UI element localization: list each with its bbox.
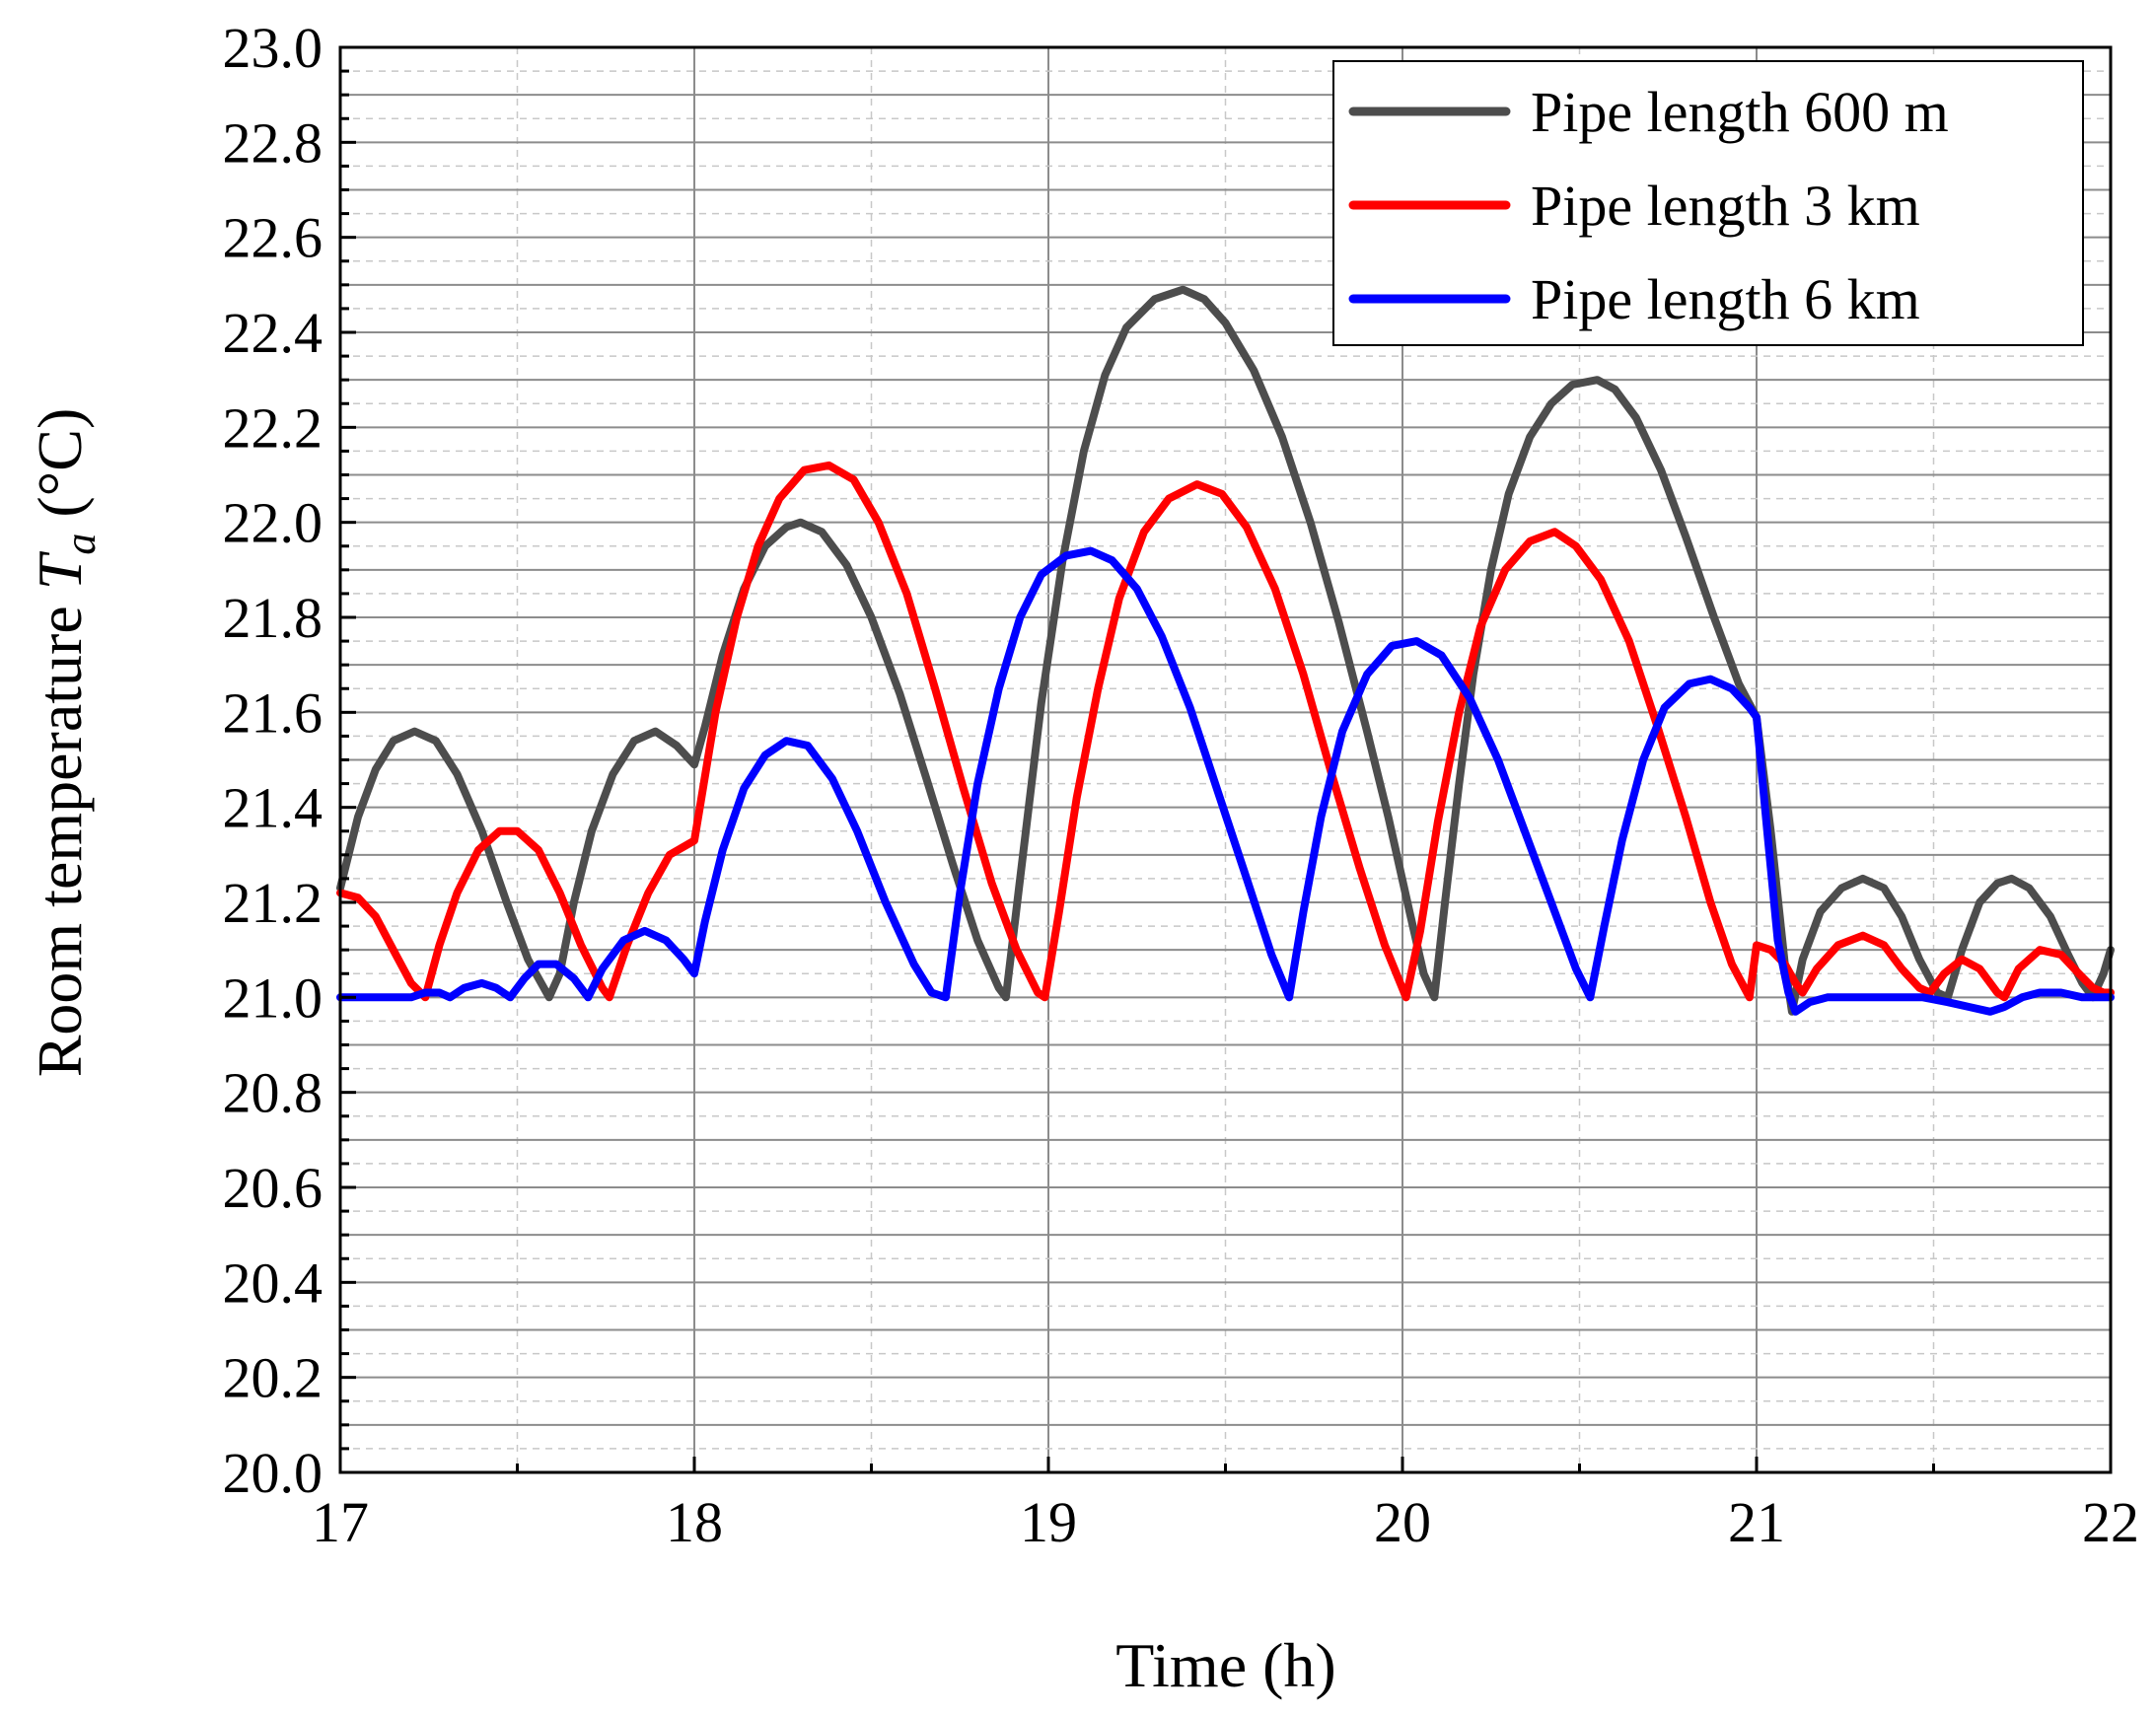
y-tick-label: 21.2	[223, 871, 323, 935]
y-tick-label: 22.8	[223, 110, 323, 175]
axis-ticks	[338, 45, 2113, 1474]
legend: Pipe length 600 m Pipe length 3 km Pipe …	[1332, 60, 2084, 346]
legend-label-6km: Pipe length 6 km	[1531, 267, 1920, 331]
legend-label-600m: Pipe length 600 m	[1531, 80, 1949, 144]
y-tick-label: 21.4	[223, 776, 323, 840]
y-tick-labels: 20.0 20.2 20.4 20.6 20.8 21.0 21.2 21.4 21.6 21.8…	[223, 16, 323, 1505]
x-tick-label: 22	[2082, 1490, 2139, 1554]
y-axis-title-unit: (°C)	[25, 408, 95, 534]
x-tick-labels: 17 18 19 20 21 22	[312, 1490, 2139, 1554]
y-axis-title: Room temperature Ta (°C)	[25, 408, 105, 1078]
x-tick-label: 21	[1728, 1490, 1785, 1554]
series-line-600m	[336, 285, 2115, 1016]
x-tick-label: 19	[1020, 1490, 1077, 1554]
y-tick-label: 20.4	[223, 1251, 323, 1315]
y-tick-label: 22.6	[223, 206, 323, 270]
y-tick-label: 21.8	[223, 586, 323, 650]
y-tick-label: 20.0	[223, 1441, 323, 1505]
y-tick-label: 22.4	[223, 301, 323, 365]
y-tick-label: 20.6	[223, 1156, 323, 1220]
y-tick-label: 20.2	[223, 1346, 323, 1410]
y-tick-label: 20.8	[223, 1061, 323, 1125]
x-tick-label: 18	[666, 1490, 723, 1554]
series-line-6km	[336, 546, 2115, 1016]
x-axis-title: Time (h)	[1115, 1630, 1335, 1700]
y-tick-label: 23.0	[223, 16, 323, 80]
y-axis-title-main: Room temperature	[25, 590, 95, 1077]
y-axis-title-subscript: a	[56, 534, 105, 555]
y-axis-title-symbol: T	[25, 550, 95, 590]
y-tick-label: 21.0	[223, 965, 323, 1030]
y-tick-label: 22.2	[223, 395, 323, 460]
x-tick-label: 20	[1374, 1490, 1431, 1554]
legend-label-3km: Pipe length 3 km	[1531, 174, 1920, 238]
x-tick-label: 17	[312, 1490, 369, 1554]
y-tick-label: 22.0	[223, 491, 323, 555]
y-tick-label: 21.6	[223, 680, 323, 745]
series-line-3km	[336, 461, 2115, 1002]
series-layer	[336, 285, 2115, 1016]
